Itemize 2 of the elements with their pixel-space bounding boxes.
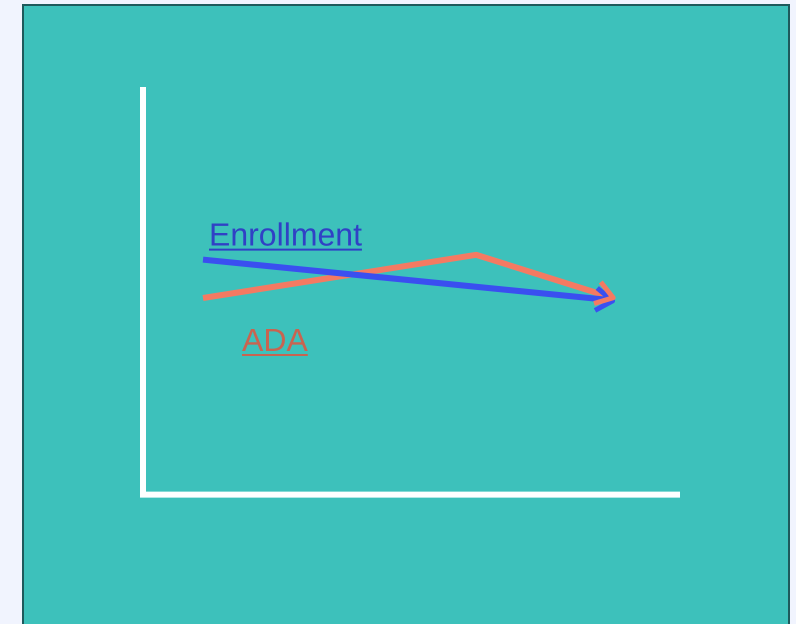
series-label: Enrollment xyxy=(209,216,362,253)
series-label: ADA xyxy=(242,322,308,358)
